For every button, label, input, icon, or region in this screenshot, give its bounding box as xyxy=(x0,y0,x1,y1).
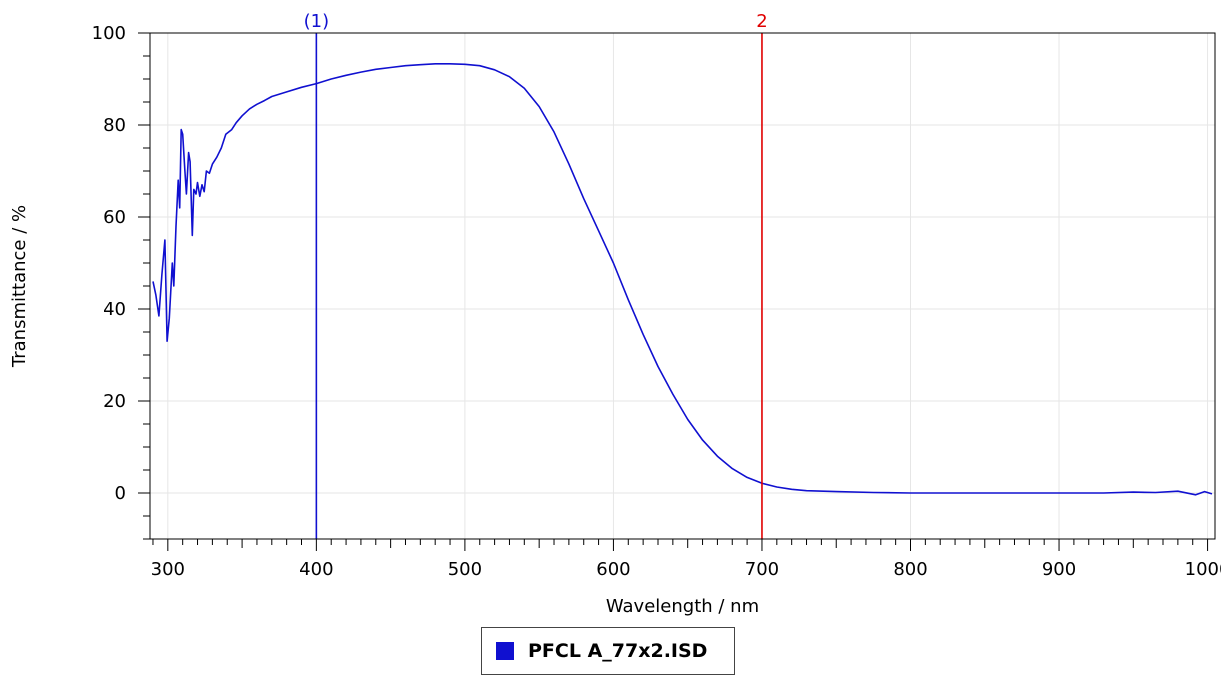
grid xyxy=(150,32,1215,539)
plot-area-frame xyxy=(149,32,1216,540)
x-tick-label: 400 xyxy=(299,559,333,580)
x-tick-label: 600 xyxy=(596,559,630,580)
marker-label: (1) xyxy=(304,11,330,32)
series-line xyxy=(152,63,1213,496)
y-tick-label: 40 xyxy=(103,299,126,320)
y-tick-label: 60 xyxy=(103,207,126,228)
x-tick-label: 800 xyxy=(893,559,927,580)
x-tick-label: 300 xyxy=(151,559,185,580)
x-tick-label: 700 xyxy=(745,559,779,580)
y-tick-label: 20 xyxy=(103,391,126,412)
series-layer xyxy=(152,63,1213,496)
legend-label: PFCL A_77x2.ISD xyxy=(528,640,708,662)
marker-layer: (1) 2 xyxy=(304,11,768,539)
x-tick-label: 500 xyxy=(448,559,482,580)
x-tick-label: 900 xyxy=(1042,559,1076,580)
y-tick-label: 80 xyxy=(103,115,126,136)
y-tick-label: 100 xyxy=(92,23,126,44)
legend: PFCL A_77x2.ISD xyxy=(481,627,735,675)
legend-swatch xyxy=(496,642,514,660)
y-axis-title: Transmittance / % xyxy=(9,205,30,368)
marker-label: 2 xyxy=(756,11,767,32)
x-axis-title: Wavelength / nm xyxy=(606,596,759,617)
y-tick-label: 0 xyxy=(115,483,126,504)
